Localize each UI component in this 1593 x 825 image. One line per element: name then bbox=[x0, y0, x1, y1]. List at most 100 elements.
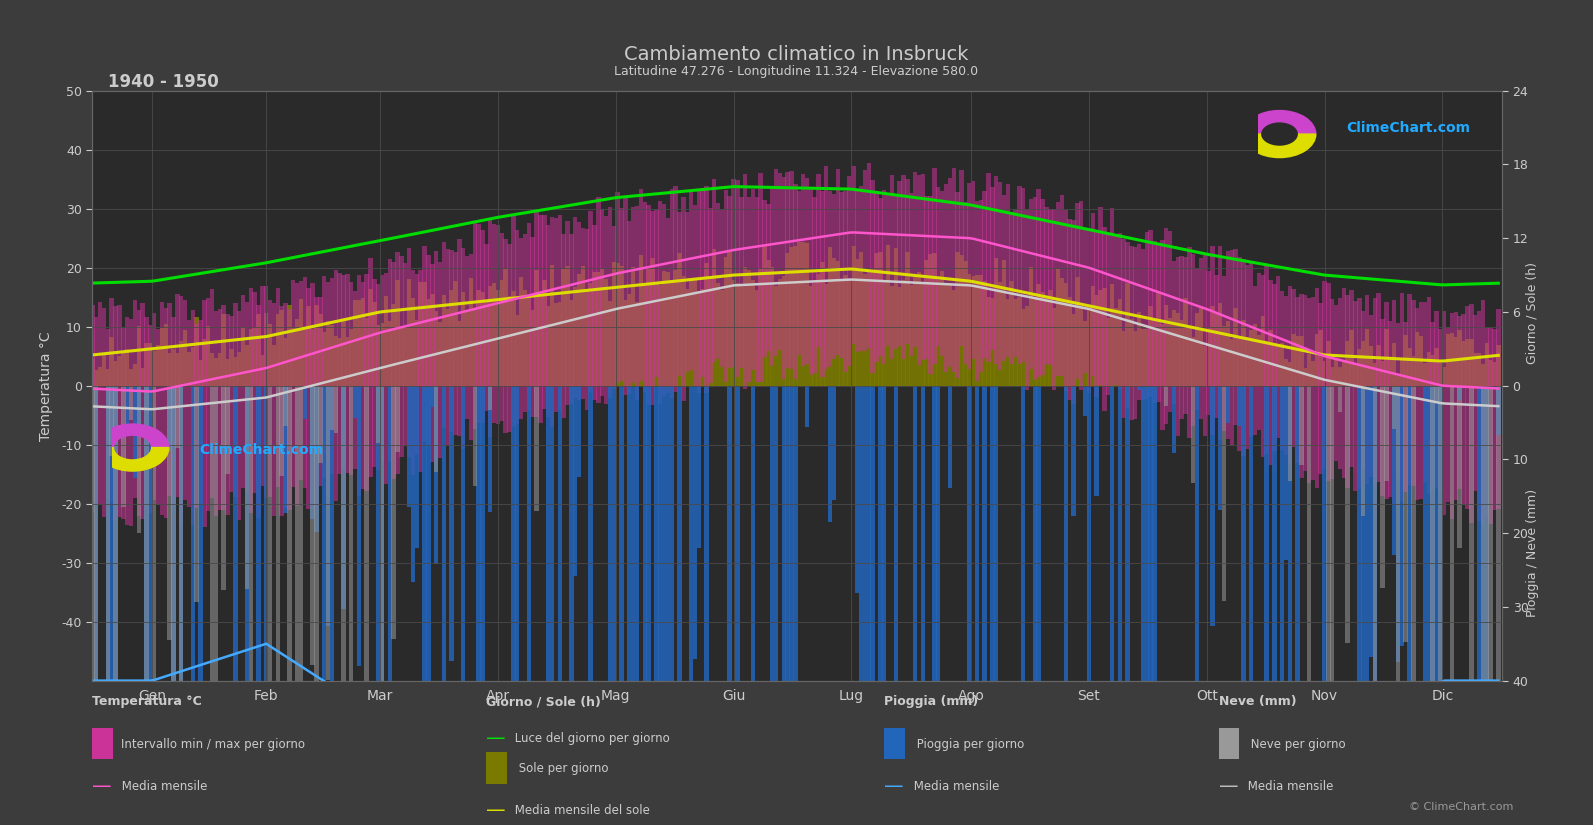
Bar bbox=[596, 197, 601, 403]
Bar bbox=[883, 191, 886, 364]
Bar bbox=[1064, 210, 1067, 391]
Bar bbox=[601, 209, 604, 396]
Bar bbox=[824, 284, 828, 386]
Bar bbox=[129, 386, 134, 420]
Bar bbox=[256, 305, 261, 518]
Bar bbox=[1265, 264, 1268, 455]
Bar bbox=[237, 311, 242, 521]
Bar bbox=[720, 210, 725, 366]
Bar bbox=[1477, 311, 1481, 521]
Bar bbox=[581, 228, 585, 398]
Bar bbox=[476, 386, 481, 825]
Bar bbox=[91, 358, 94, 386]
Bar bbox=[264, 313, 269, 386]
Bar bbox=[1485, 343, 1489, 386]
Bar bbox=[534, 212, 538, 417]
Bar bbox=[804, 178, 809, 364]
Bar bbox=[523, 233, 527, 412]
Bar bbox=[569, 233, 573, 404]
Bar bbox=[233, 303, 237, 497]
Bar bbox=[1010, 280, 1013, 386]
Bar bbox=[392, 304, 397, 386]
Bar bbox=[198, 319, 202, 504]
Bar bbox=[1238, 337, 1243, 386]
Bar bbox=[688, 386, 693, 825]
Bar bbox=[932, 386, 937, 825]
Bar bbox=[1222, 327, 1227, 386]
Bar bbox=[1458, 386, 1462, 548]
Bar bbox=[1325, 283, 1330, 481]
Bar bbox=[623, 300, 628, 386]
Bar bbox=[319, 297, 322, 486]
Bar bbox=[338, 273, 342, 474]
Bar bbox=[1496, 309, 1501, 508]
Bar bbox=[546, 224, 551, 417]
Bar bbox=[411, 270, 416, 475]
Bar bbox=[330, 325, 335, 386]
Bar bbox=[1349, 290, 1354, 467]
Bar bbox=[870, 386, 875, 825]
Bar bbox=[287, 304, 292, 386]
Bar bbox=[758, 173, 763, 382]
Bar bbox=[1346, 342, 1349, 386]
Bar bbox=[1160, 324, 1164, 386]
Bar bbox=[1168, 231, 1172, 412]
Bar bbox=[1141, 386, 1145, 825]
Bar bbox=[1407, 294, 1411, 485]
Bar bbox=[178, 386, 183, 825]
Bar bbox=[430, 295, 435, 386]
Bar bbox=[194, 324, 199, 507]
Bar bbox=[588, 283, 593, 386]
Bar bbox=[812, 282, 817, 386]
Bar bbox=[1032, 297, 1037, 386]
Bar bbox=[349, 282, 354, 474]
Bar bbox=[1458, 330, 1462, 386]
Bar bbox=[118, 356, 121, 386]
Bar bbox=[1187, 248, 1192, 438]
Bar bbox=[1106, 234, 1110, 395]
Bar bbox=[937, 280, 940, 386]
Bar bbox=[588, 386, 593, 825]
Bar bbox=[1211, 246, 1215, 435]
Bar bbox=[221, 305, 226, 510]
Bar bbox=[210, 289, 215, 497]
Bar bbox=[1040, 200, 1045, 375]
Bar bbox=[1411, 300, 1416, 487]
Bar bbox=[1488, 386, 1493, 825]
Bar bbox=[696, 191, 701, 393]
Bar bbox=[221, 314, 226, 386]
Bar bbox=[1423, 363, 1427, 386]
Bar bbox=[712, 248, 717, 386]
Bar bbox=[1400, 294, 1403, 501]
Bar bbox=[519, 276, 524, 386]
Bar bbox=[1349, 330, 1354, 386]
Bar bbox=[299, 299, 303, 386]
Wedge shape bbox=[96, 447, 169, 471]
Bar bbox=[647, 267, 652, 386]
Bar bbox=[577, 222, 581, 399]
Bar bbox=[1466, 339, 1470, 386]
Text: Media mensile: Media mensile bbox=[118, 780, 207, 793]
Bar bbox=[1373, 364, 1376, 386]
Bar bbox=[314, 386, 319, 532]
Bar bbox=[836, 169, 840, 356]
Bar bbox=[1303, 295, 1308, 471]
Bar bbox=[658, 285, 663, 386]
Bar bbox=[400, 328, 403, 386]
Bar bbox=[1380, 319, 1384, 496]
Bar bbox=[148, 386, 153, 811]
Bar bbox=[921, 174, 926, 360]
Bar bbox=[1214, 276, 1219, 418]
Bar bbox=[500, 233, 503, 422]
Bar bbox=[1419, 302, 1423, 499]
Bar bbox=[878, 252, 883, 386]
Bar bbox=[148, 343, 153, 386]
Bar bbox=[1137, 243, 1141, 400]
Bar bbox=[205, 326, 210, 386]
Bar bbox=[1477, 386, 1481, 825]
Bar bbox=[454, 252, 457, 436]
Bar bbox=[1446, 327, 1450, 502]
Bar bbox=[140, 368, 145, 386]
Bar bbox=[191, 386, 194, 702]
Bar bbox=[411, 298, 416, 386]
